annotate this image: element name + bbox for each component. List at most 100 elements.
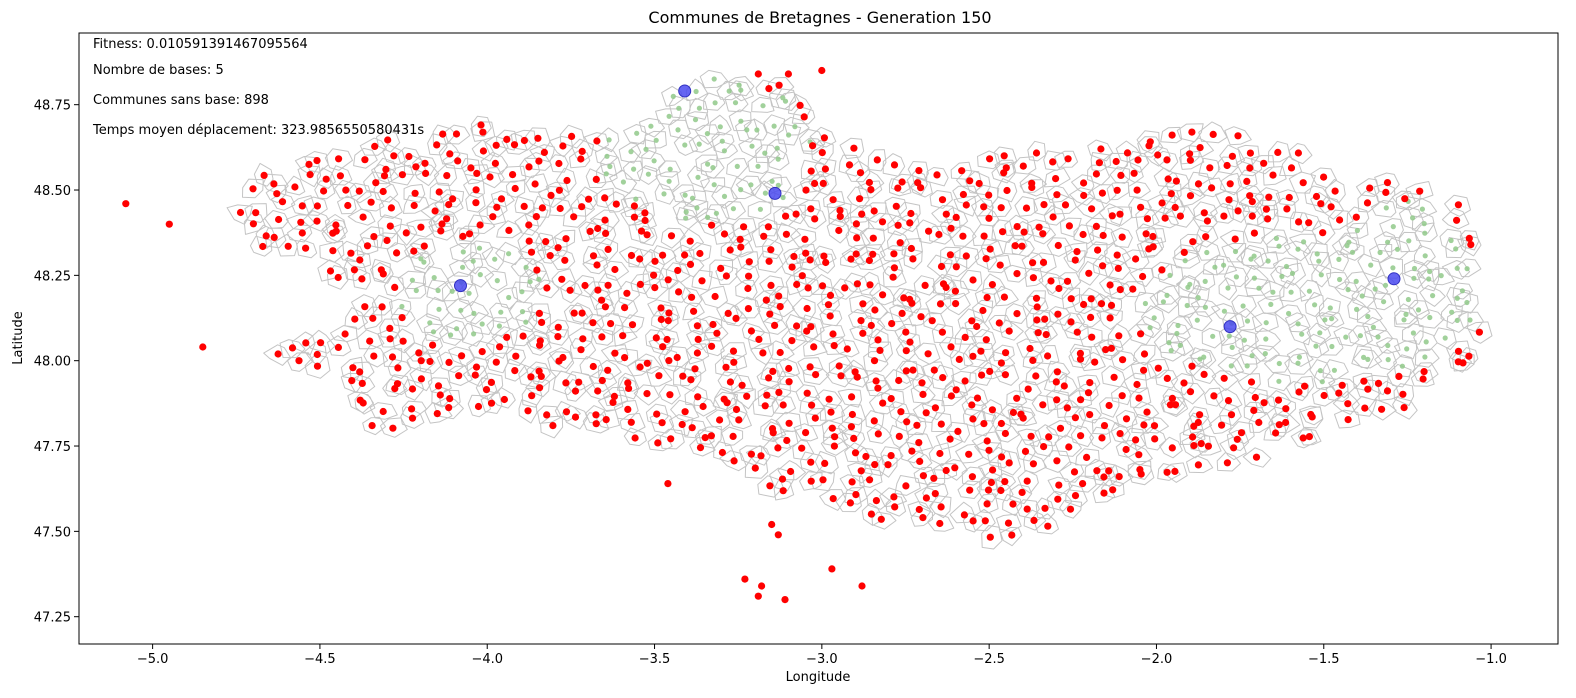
uncovered-commune-point — [1098, 434, 1106, 442]
uncovered-commune-point — [566, 286, 574, 294]
covered-commune-point — [1423, 339, 1429, 345]
covered-commune-point — [1312, 302, 1318, 308]
uncovered-commune-point — [744, 284, 752, 293]
uncovered-commune-point — [547, 191, 555, 199]
uncovered-commune-point — [398, 171, 406, 179]
uncovered-commune-point — [417, 375, 425, 383]
uncovered-commune-point — [696, 444, 705, 452]
mean-travel-time-annotation: Temps moyen déplacement: 323.98565505804… — [92, 123, 424, 138]
y-tick-label: 48.50 — [34, 184, 71, 199]
covered-commune-point — [1244, 318, 1251, 324]
covered-commune-point — [527, 279, 533, 285]
uncovered-commune-point — [313, 157, 321, 165]
uncovered-commune-point — [1227, 411, 1236, 419]
uncovered-commune-point — [730, 457, 738, 465]
uncovered-commune-point — [852, 220, 861, 228]
uncovered-commune-point — [871, 461, 879, 469]
uncovered-commune-point — [751, 464, 759, 472]
uncovered-commune-point — [830, 342, 838, 350]
uncovered-commune-point — [896, 239, 904, 247]
uncovered-commune-point — [895, 376, 903, 385]
uncovered-commune-point — [492, 141, 500, 149]
uncovered-communes — [122, 66, 1483, 604]
uncovered-commune-point — [997, 486, 1005, 495]
uncovered-commune-point — [586, 227, 594, 235]
covered-commune-point — [1194, 317, 1200, 323]
uncovered-commune-point — [270, 180, 278, 188]
uncovered-commune-point — [1098, 189, 1106, 197]
uncovered-commune-point — [1107, 301, 1116, 309]
covered-commune-point — [628, 149, 634, 155]
uncovered-commune-point — [767, 281, 775, 289]
uncovered-commune-point — [887, 452, 895, 460]
uncovered-commune-point — [1186, 150, 1194, 158]
uncovered-commune-point — [471, 371, 479, 379]
uncovered-commune-point — [1053, 368, 1061, 376]
uncovered-commune-point — [356, 256, 364, 264]
uncovered-commune-point — [391, 283, 399, 291]
uncovered-commune-point — [411, 189, 419, 197]
covered-commune-point — [1283, 263, 1290, 270]
uncovered-commune-point — [1230, 444, 1238, 452]
uncovered-commune-point — [578, 203, 586, 211]
covered-commune-point — [449, 288, 455, 294]
uncovered-commune-point — [981, 517, 989, 525]
uncovered-commune-point — [1063, 404, 1071, 412]
uncovered-commune-point — [1013, 223, 1021, 231]
uncovered-commune-point — [1320, 391, 1328, 400]
uncovered-commune-point — [1282, 405, 1290, 413]
y-tick-label: 48.00 — [34, 355, 71, 370]
covered-commune-point — [1404, 346, 1410, 352]
covered-commune-point — [667, 166, 673, 172]
uncovered-commune-point — [693, 349, 702, 357]
covered-commune-point — [1240, 303, 1246, 309]
uncovered-commune-point — [1040, 201, 1048, 209]
uncovered-commune-point — [915, 505, 923, 514]
uncovered-commune-point — [790, 252, 798, 261]
uncovered-commune-point — [1399, 390, 1407, 398]
uncovered-commune-point — [410, 247, 418, 255]
uncovered-commune-point — [1401, 195, 1409, 203]
uncovered-commune-point — [236, 208, 245, 217]
covered-commune-point — [1147, 325, 1153, 331]
covered-commune-point — [1288, 289, 1294, 295]
uncovered-commune-point — [1234, 132, 1242, 140]
uncovered-commune-point — [774, 444, 782, 452]
x-tick-label: −3.0 — [806, 652, 838, 667]
covered-commune-point — [1313, 343, 1319, 349]
uncovered-commune-point — [908, 447, 916, 455]
covered-commune-point — [427, 320, 433, 326]
uncovered-commune-point — [931, 490, 939, 498]
covered-commune-point — [1361, 354, 1367, 360]
covered-commune-point — [418, 256, 424, 262]
uncovered-commune-point — [630, 202, 639, 210]
uncovered-commune-point — [1001, 429, 1010, 438]
uncovered-commune-point — [1076, 355, 1085, 363]
covered-commune-point — [479, 321, 485, 327]
uncovered-commune-point — [452, 130, 461, 138]
covered-commune-point — [506, 294, 512, 301]
uncovered-commune-point — [454, 157, 462, 165]
uncovered-commune-point — [410, 201, 418, 210]
uncovered-commune-point — [1041, 315, 1049, 323]
uncovered-commune-point — [720, 230, 729, 238]
covered-commune-point — [1182, 258, 1188, 264]
uncovered-commune-point — [654, 439, 662, 447]
uncovered-commune-point — [1001, 371, 1010, 379]
uncovered-commune-point — [443, 215, 451, 223]
uncovered-commune-point — [361, 156, 369, 164]
uncovered-commune-point — [1305, 219, 1313, 227]
uncovered-commune-point — [1049, 213, 1057, 221]
uncovered-commune-point — [983, 437, 991, 445]
uncovered-commune-point — [747, 450, 756, 458]
uncovered-commune-point — [602, 229, 610, 237]
uncovered-commune-point — [874, 336, 882, 344]
covered-commune-point — [738, 87, 744, 93]
uncovered-commune-point — [342, 186, 350, 194]
uncovered-commune-point — [851, 368, 859, 376]
uncovered-commune-point — [1274, 396, 1283, 404]
covered-commune-point — [506, 251, 512, 257]
uncovered-commune-point — [802, 429, 810, 437]
covered-commune-point — [1385, 239, 1391, 245]
covered-commune-point — [1276, 378, 1282, 384]
